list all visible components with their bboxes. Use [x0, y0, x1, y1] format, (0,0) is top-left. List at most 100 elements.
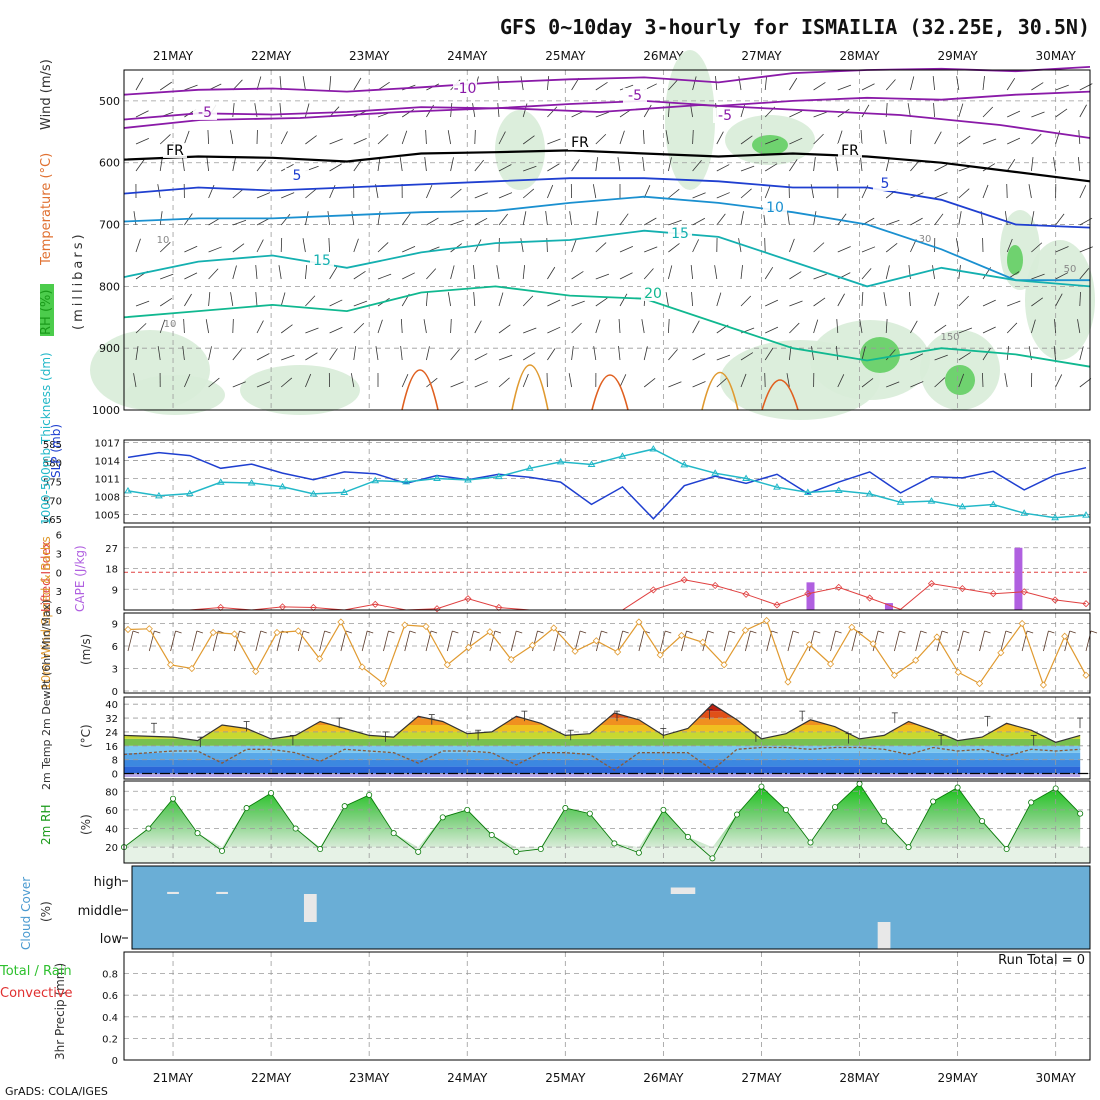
- wind-barb: [837, 246, 851, 253]
- wind-barb: [787, 211, 790, 226]
- slp-tick-label: 1011: [95, 474, 120, 485]
- wind-barb: [765, 138, 779, 145]
- wind-barb: [399, 157, 403, 172]
- thickness-point: [464, 476, 472, 483]
- wind-barb: [256, 320, 264, 334]
- wind-barb-flag: [537, 630, 544, 634]
- rh-point: [1003, 846, 1010, 853]
- wind-barb-flag: [601, 630, 608, 634]
- wind-barb: [837, 130, 843, 145]
- wind-barb: [450, 219, 464, 226]
- wind-barb-flag: [452, 630, 459, 634]
- wind-tick-label: 9: [112, 620, 118, 631]
- wind-barb: [1031, 157, 1034, 172]
- contour-label-bg: [193, 105, 217, 120]
- wind-barb: [764, 267, 774, 280]
- wind-barb: [302, 238, 306, 253]
- wind-barb: [1028, 184, 1032, 199]
- wind-speed-point: [507, 655, 515, 664]
- cape-bar: [1014, 547, 1023, 610]
- wind-barb: [208, 346, 212, 361]
- rh-point: [145, 825, 152, 832]
- wind-barb: [644, 246, 658, 253]
- wind-barb: [958, 211, 962, 226]
- wind-barb: [135, 138, 149, 145]
- thickness-point: [803, 488, 812, 495]
- contour-label-bg: [453, 81, 477, 96]
- wind-barb: [619, 246, 633, 253]
- cloud-axis-title: Cloud Cover: [19, 877, 33, 950]
- slp-tick-label: 1008: [95, 493, 120, 504]
- wind-barb: [740, 265, 743, 280]
- wind-barb: [377, 81, 390, 91]
- wind-barb: [329, 76, 332, 91]
- isotherm-line: [123, 104, 1091, 139]
- wind-barb: [1053, 157, 1056, 172]
- wind-barb: [234, 630, 240, 652]
- thickness-point: [958, 502, 967, 510]
- rh-point: [709, 855, 716, 862]
- pressure-tick-label: 500: [99, 95, 120, 108]
- wind-barb: [883, 292, 887, 307]
- wind-barb-flag: [367, 630, 374, 634]
- precip-tick-label: 0.2: [102, 1034, 118, 1045]
- wind-barb: [1031, 111, 1045, 118]
- wind-barb: [423, 319, 427, 334]
- wind-barb: [837, 213, 847, 226]
- wind-barb: [1055, 293, 1063, 307]
- wind-barb: [909, 292, 911, 307]
- date-label: 26MAY: [643, 1071, 684, 1085]
- wind-barb: [205, 319, 209, 334]
- wind-barb: [426, 346, 430, 361]
- cloud-panel: high middle low: [78, 865, 1091, 950]
- lifted-cape-panel: 6 3 0 3 6 9 18 27: [56, 526, 1091, 617]
- wind-barb: [813, 157, 816, 172]
- wind-barb: [789, 322, 800, 334]
- wind-barb: [617, 630, 624, 652]
- wind-barb: [401, 374, 409, 388]
- wind-speed-point: [975, 679, 984, 688]
- wind-barb: [765, 299, 779, 307]
- wind-barb: [595, 319, 601, 334]
- cloud-unit: (%): [39, 901, 53, 922]
- thickness-point: [155, 491, 163, 499]
- wind-barb-flag: [771, 630, 778, 634]
- wind-barb: [813, 297, 826, 307]
- wind-speed-point: [912, 656, 920, 664]
- wind-speed-point: [465, 643, 473, 652]
- wind-barb: [329, 138, 343, 145]
- wind-barb: [1055, 246, 1069, 253]
- wind-barb: [279, 76, 282, 91]
- wind-barb: [377, 157, 381, 172]
- wind-barb: [426, 268, 437, 280]
- thickness-point: [433, 474, 441, 481]
- date-label: 28MAY: [839, 49, 880, 63]
- cape-tick-label: 18: [105, 565, 118, 576]
- wind-barb: [426, 184, 433, 199]
- wind-barb: [135, 238, 141, 253]
- wind-barb: [353, 238, 359, 253]
- wind-barb: [716, 131, 724, 145]
- wind-barb: [641, 319, 645, 334]
- wind-barb: [1006, 238, 1013, 253]
- wind-barb: [377, 273, 392, 280]
- wind-barb: [305, 211, 309, 226]
- thickness-point: [247, 479, 256, 486]
- cloud-clear-patch: [877, 922, 891, 949]
- wind-speed-point: [337, 618, 345, 626]
- wind-barb: [692, 217, 706, 226]
- rh-point: [1052, 785, 1059, 792]
- wind-barb: [1004, 211, 1008, 226]
- precip-tick-label: 0.8: [102, 970, 118, 981]
- wind-barb: [716, 213, 726, 226]
- wind-speed-point: [252, 667, 260, 676]
- wind-barb: [281, 354, 295, 361]
- rh-shading-high: [752, 135, 788, 155]
- wind-barb: [692, 192, 706, 199]
- wind-barb: [402, 245, 416, 253]
- wind-barb: [668, 103, 670, 118]
- temp2m-frame: [123, 696, 1091, 780]
- contour-label: -10: [454, 81, 477, 97]
- isotherm-line: [123, 149, 1091, 183]
- wind-barb: [1031, 211, 1035, 226]
